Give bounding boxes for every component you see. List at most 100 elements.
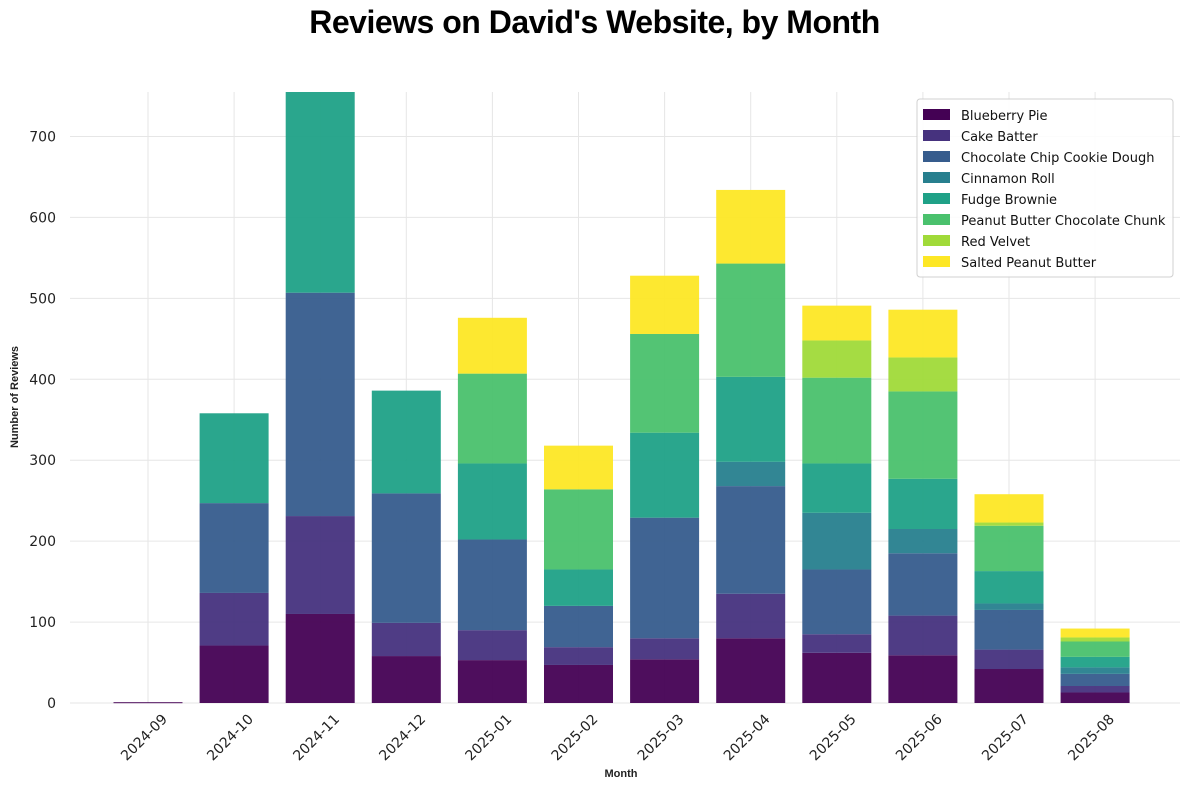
- bar-segment: [285, 92, 355, 293]
- legend-swatch: [923, 256, 950, 267]
- bar-segment: [113, 702, 183, 704]
- legend-swatch: [923, 193, 950, 204]
- bar-segment: [544, 605, 613, 648]
- bar-segment: [285, 516, 355, 614]
- bar-segment: [1060, 667, 1130, 674]
- x-tick-label: 2025-06: [893, 711, 946, 764]
- bar-segment: [716, 486, 786, 594]
- x-tick-label: 2024-10: [204, 712, 257, 765]
- y-tick-label: 400: [29, 372, 56, 388]
- legend-swatch: [923, 109, 950, 120]
- bar-segment: [544, 647, 613, 665]
- legend-entry: Blueberry Pie: [961, 109, 1047, 124]
- legend-swatch: [923, 130, 950, 141]
- bar-segment: [888, 655, 958, 703]
- bar-segment: [974, 609, 1044, 650]
- bar-segment: [716, 638, 786, 703]
- bar-segment: [630, 638, 700, 660]
- legend-swatch: [923, 151, 950, 162]
- legend-swatch: [923, 214, 950, 225]
- bar-segment: [974, 649, 1044, 670]
- bar-segment: [457, 463, 527, 540]
- bar-segment: [888, 553, 958, 616]
- bar-segment: [199, 413, 269, 504]
- bar-segment: [285, 613, 355, 703]
- legend-entry: Salted Peanut Butter: [961, 256, 1097, 271]
- bar-segment: [802, 652, 872, 703]
- bar-segment: [802, 512, 872, 570]
- legend-box: [916, 98, 1174, 278]
- bar-segment: [802, 569, 872, 635]
- x-tick-labels: 2024-09 2024-10 2024-11 2024-12 2025-01 2025-…: [118, 711, 1118, 764]
- bar-segment: [544, 445, 613, 490]
- x-tick-label: 2025-03: [635, 712, 688, 765]
- y-tick-label: 600: [29, 210, 56, 226]
- bar-layer: [113, 92, 1130, 704]
- bar-segment: [630, 659, 700, 703]
- bar-segment: [371, 493, 441, 623]
- bar-segment: [371, 390, 441, 494]
- bar-segment: [802, 377, 872, 464]
- chart-title: Reviews on David's Website, by Month: [309, 4, 880, 40]
- x-tick-label: 2024-11: [290, 712, 343, 765]
- y-tick-labels: 0 100 200 300 400 500 600 700: [29, 130, 56, 712]
- bar-segment: [544, 489, 613, 570]
- y-axis-label: Number of Reviews: [9, 346, 21, 448]
- y-tick-label: 500: [29, 291, 56, 307]
- bar-segment: [716, 461, 786, 487]
- bar-segment: [630, 333, 700, 433]
- legend-entry: Chocolate Chip Cookie Dough: [961, 151, 1154, 166]
- y-tick-label: 300: [29, 453, 56, 469]
- bar-segment: [888, 309, 958, 358]
- bar-segment: [1060, 673, 1130, 687]
- bar-segment: [1060, 656, 1130, 668]
- legend-entry: Cinnamon Roll: [961, 172, 1055, 187]
- bar-segment: [1060, 628, 1130, 638]
- x-tick-label: 2025-01: [463, 712, 516, 765]
- bar-segment: [888, 478, 958, 530]
- bar-segment: [974, 522, 1044, 526]
- y-tick-label: 100: [29, 615, 56, 631]
- bar-segment: [974, 669, 1044, 703]
- bar-segment: [974, 525, 1044, 572]
- legend-entry: Red Velvet: [961, 235, 1030, 250]
- x-tick-label: 2025-07: [979, 712, 1032, 765]
- bar-segment: [371, 656, 441, 703]
- y-tick-label: 0: [47, 696, 56, 712]
- bar-segment: [457, 317, 527, 374]
- x-tick-label: 2024-09: [118, 712, 171, 765]
- bar-segment: [457, 373, 527, 464]
- bar-segment: [630, 432, 700, 518]
- bar-segment: [457, 630, 527, 661]
- bar-segment: [716, 376, 786, 462]
- x-tick-label: 2025-05: [807, 712, 860, 765]
- y-tick-label: 700: [29, 130, 56, 146]
- x-tick-label: 2025-02: [549, 712, 602, 765]
- legend-swatch: [923, 172, 950, 183]
- legend-entry: Cake Batter: [961, 130, 1038, 145]
- x-tick-label: 2025-08: [1065, 712, 1118, 765]
- bar-segment: [457, 660, 527, 703]
- bar-segment: [802, 463, 872, 513]
- bar-segment: [544, 664, 613, 703]
- legend: Blueberry Pie Cake Batter Chocolate Chip C…: [916, 98, 1174, 278]
- legend-swatch: [923, 235, 950, 246]
- bar-segment: [802, 340, 872, 378]
- bar-segment: [630, 275, 700, 334]
- x-tick-label: 2025-04: [721, 711, 774, 764]
- bar-segment: [457, 539, 527, 631]
- bar-segment: [974, 603, 1044, 610]
- bar-segment: [199, 503, 269, 593]
- bar-segment: [888, 391, 958, 479]
- bar-segment: [544, 569, 613, 606]
- legend-entry: Peanut Butter Chocolate Chunk: [961, 214, 1166, 229]
- bar-segment: [630, 517, 700, 639]
- bar-segment: [716, 593, 786, 639]
- bar-segment: [1060, 692, 1130, 703]
- x-tick-label: 2024-12: [376, 712, 429, 765]
- bar-segment: [1060, 686, 1130, 693]
- bar-segment: [716, 189, 786, 264]
- bar-segment: [716, 263, 786, 377]
- bar-segment: [371, 622, 441, 657]
- bar-segment: [199, 645, 269, 703]
